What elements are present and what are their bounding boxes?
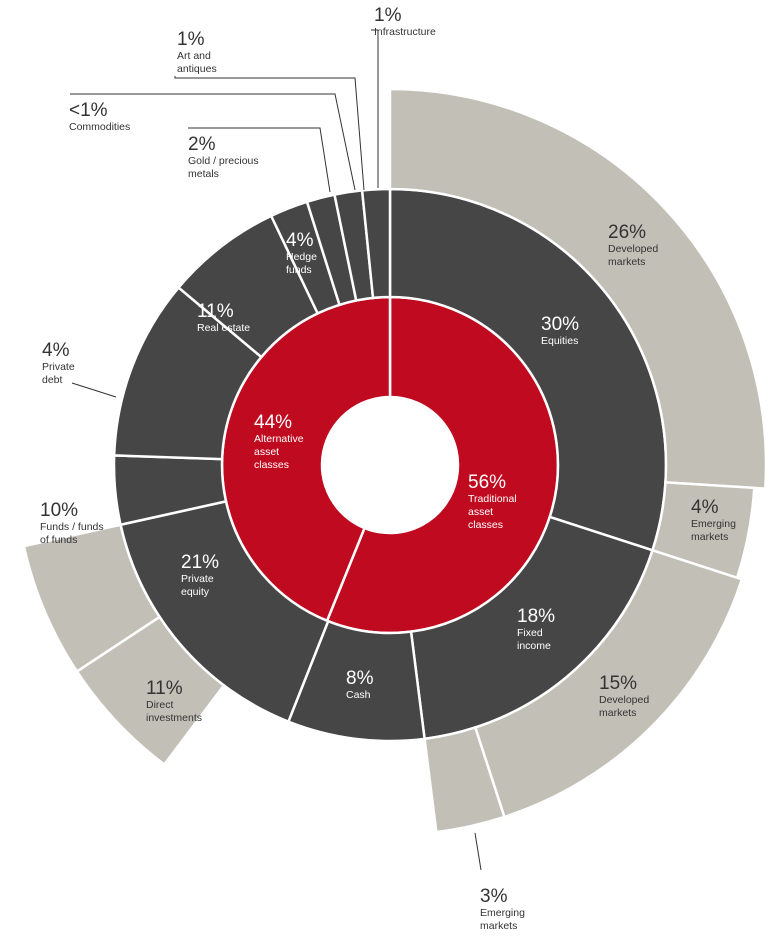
segment-percent: 8%: [346, 668, 374, 689]
middle-segment-label: <1%Commodities: [69, 100, 130, 133]
segment-label: metals: [188, 168, 219, 180]
segment-label: Direct: [146, 699, 174, 711]
leader-line: [70, 93, 356, 191]
segment-percent: 44%: [254, 412, 292, 433]
segment-label: Gold / precious: [188, 155, 259, 167]
segment-label: markets: [691, 531, 728, 543]
segment-percent: 4%: [286, 230, 314, 251]
segment-label: equity: [181, 586, 210, 598]
leader-line: [474, 832, 482, 871]
segment-percent: 11%: [146, 678, 183, 699]
segment-label: of funds: [40, 534, 77, 546]
segment-label: Developed: [599, 694, 649, 706]
segment-label: Traditional: [468, 493, 517, 505]
segment-label: Hedge: [286, 251, 317, 263]
segment-percent: 30%: [541, 314, 579, 335]
segment-percent: 21%: [181, 552, 219, 573]
chart-labels: 56%Traditionalassetclasses44%Alternative…: [40, 5, 736, 932]
middle-segment-label: 8%Cash: [346, 668, 374, 701]
segment-label: asset: [468, 506, 493, 518]
segment-percent: 15%: [599, 673, 637, 694]
segment-label: Commodities: [69, 121, 130, 133]
segment-percent: 1%: [374, 5, 402, 26]
middle-segment-label: 1%Infrastructure: [374, 5, 436, 38]
segment-label: Private: [42, 361, 75, 373]
segment-percent: 3%: [480, 886, 508, 907]
segment-percent: <1%: [69, 100, 108, 121]
segment-label: Emerging: [691, 518, 736, 530]
segment-label: markets: [599, 707, 636, 719]
segment-percent: 18%: [517, 606, 555, 627]
segment-label: Developed: [608, 243, 658, 255]
segment-label: Alternative: [254, 433, 304, 445]
center-hole: [322, 397, 458, 533]
segment-percent: 10%: [40, 500, 78, 521]
segment-percent: 1%: [177, 29, 205, 50]
segment-label: Real estate: [197, 322, 250, 334]
segment-percent: 11%: [197, 301, 234, 322]
segment-percent: 4%: [42, 340, 70, 361]
segment-label: Funds / funds: [40, 521, 104, 533]
segment-label: Equities: [541, 335, 578, 347]
leader-line: [371, 29, 379, 188]
middle-segment-label: 11%Real estate: [197, 301, 250, 334]
segment-percent: 2%: [188, 134, 216, 155]
segment-label: debt: [42, 374, 63, 386]
segment-label: classes: [468, 519, 503, 531]
segment-label: Fixed: [517, 627, 543, 639]
leader-line: [174, 76, 365, 191]
segment-label: markets: [608, 256, 645, 268]
leader-lines: [70, 29, 482, 871]
segment-percent: 56%: [468, 472, 506, 493]
outer-ring-segment: [22, 523, 162, 674]
middle-segment-label: 30%Equities: [541, 314, 579, 347]
segment-label: Emerging: [480, 907, 525, 919]
leader-line: [188, 127, 331, 193]
chart-segments: [22, 87, 768, 834]
segment-percent: 26%: [608, 222, 646, 243]
segment-label: Art and: [177, 50, 211, 62]
outer-ring-segment: [388, 87, 768, 490]
segment-label: asset: [254, 446, 279, 458]
segment-label: investments: [146, 712, 202, 724]
segment-label: income: [517, 640, 551, 652]
segment-label: Infrastructure: [374, 26, 436, 38]
segment-label: funds: [286, 264, 312, 276]
outer-ring-segment: [423, 725, 506, 834]
middle-ring-segment: [360, 187, 392, 300]
segment-label: antiques: [177, 63, 217, 75]
segment-label: classes: [254, 459, 289, 471]
segment-percent: 4%: [691, 497, 719, 518]
segment-label: Cash: [346, 689, 371, 701]
segment-label: Private: [181, 573, 214, 585]
leader-line: [71, 382, 117, 398]
segment-label: markets: [480, 920, 517, 932]
